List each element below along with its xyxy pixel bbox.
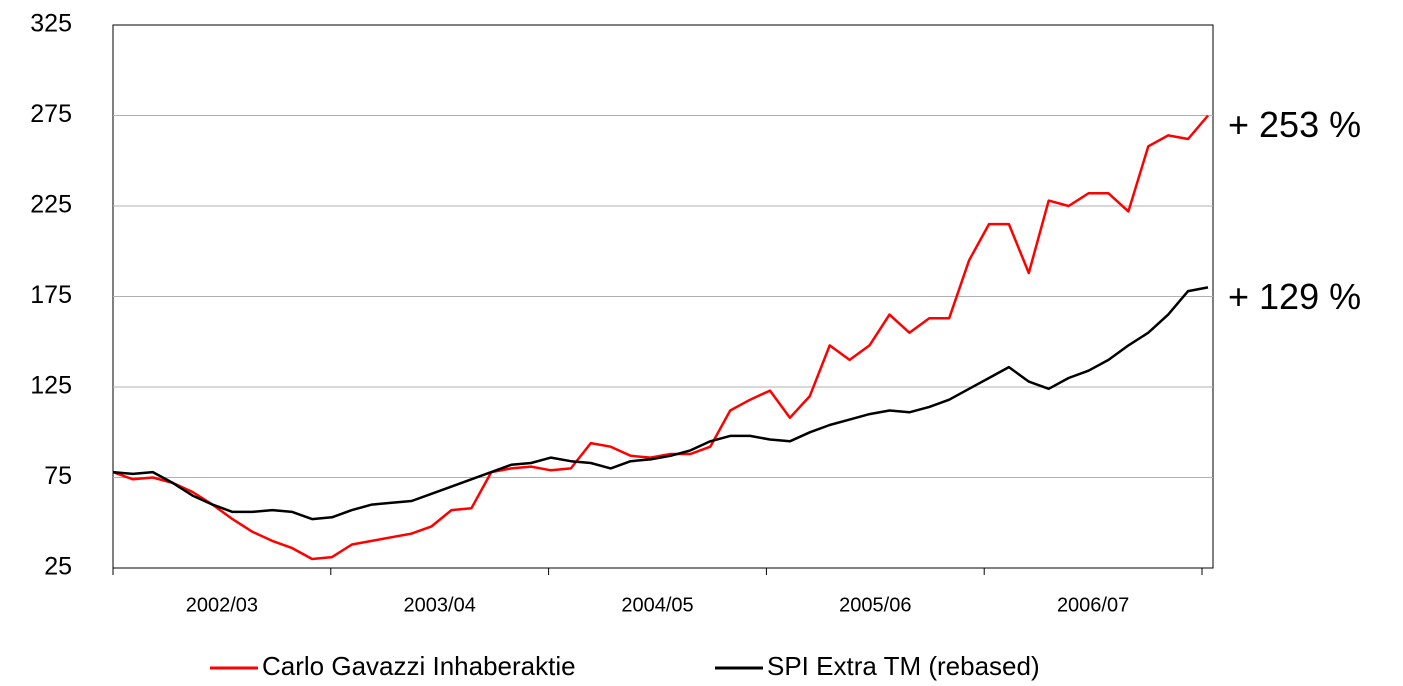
legend-label: SPI Extra TM (rebased) <box>767 651 1040 681</box>
y-tick-label: 325 <box>30 10 72 38</box>
y-tick-label: 25 <box>44 553 72 581</box>
annotation: + 129 % <box>1228 276 1361 317</box>
y-tick-label: 125 <box>30 372 72 400</box>
line-series <box>112 114 1209 561</box>
y-tick-label: 75 <box>44 462 72 490</box>
x-tick-label: 2003/04 <box>404 594 476 616</box>
x-tick-label: 2005/06 <box>839 594 911 616</box>
y-tick-label: 275 <box>30 100 72 128</box>
annotation: + 253 % <box>1228 104 1361 145</box>
y-tick-label: 225 <box>30 191 72 219</box>
x-tick-label: 2004/05 <box>621 594 693 616</box>
legend-label: Carlo Gavazzi Inhaberaktie <box>262 651 576 681</box>
y-tick-label: 175 <box>30 281 72 309</box>
x-tick-label: 2006/07 <box>1057 594 1129 616</box>
x-tick-label: 2002/03 <box>186 594 258 616</box>
line-series <box>112 286 1209 521</box>
